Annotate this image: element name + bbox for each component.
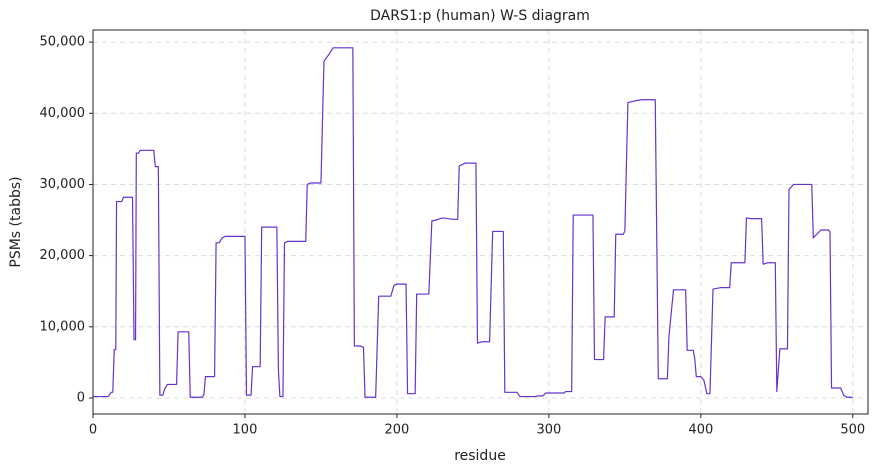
y-tick-label: 20,000: [40, 248, 86, 263]
y-tick-label: 30,000: [40, 177, 86, 192]
x-tick-label: 200: [385, 423, 410, 438]
plot-frame: [92, 29, 869, 415]
chart-title: DARS1:p (human) W-S diagram: [370, 8, 590, 24]
x-axis-label: residue: [454, 448, 506, 464]
y-tick-label: 10,000: [40, 319, 86, 334]
y-axis-label: PSMs (tabbs): [8, 176, 24, 267]
x-tick-label: 0: [89, 423, 97, 438]
y-tick-label: 40,000: [40, 106, 86, 121]
y-tick-label: 0: [77, 390, 85, 405]
x-tick-label: 400: [688, 423, 713, 438]
x-tick-label: 100: [233, 423, 258, 438]
y-tick-label: 50,000: [40, 35, 86, 50]
data-line: [93, 47, 853, 398]
x-tick-label: 300: [536, 423, 561, 438]
x-tick-label: 500: [840, 423, 865, 438]
